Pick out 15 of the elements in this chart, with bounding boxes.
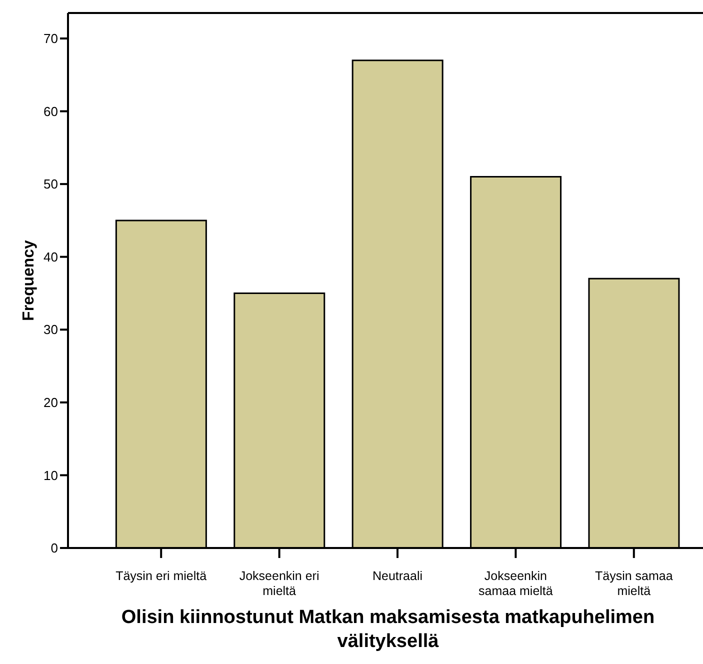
x-tick-label: Täysin samaa mieltä	[594, 569, 673, 598]
y-tick-label: 60	[44, 104, 58, 119]
y-tick-label: 70	[44, 31, 58, 46]
x-tick-label: Täysin eri mieltä	[116, 569, 207, 583]
y-tick-label: 50	[44, 176, 58, 192]
x-tick-label: Neutraali	[372, 569, 423, 583]
y-tick-label: 0	[50, 540, 58, 556]
x-tick-label: Jokseenkin eri mieltä	[239, 569, 320, 598]
y-axis-title: Frequency	[20, 240, 38, 321]
y-tick-label: 10	[44, 468, 58, 483]
y-tick-label: 30	[44, 322, 58, 338]
x-axis-title: Olisin kiinnostunut Matkan maksamisesta matkapuhelimen välityksellä	[120, 606, 656, 654]
x-tick-label: Jokseenkin samaa mieltä	[478, 569, 553, 598]
y-tick-label: 20	[44, 395, 58, 410]
y-tick-label: 40	[44, 249, 58, 264]
